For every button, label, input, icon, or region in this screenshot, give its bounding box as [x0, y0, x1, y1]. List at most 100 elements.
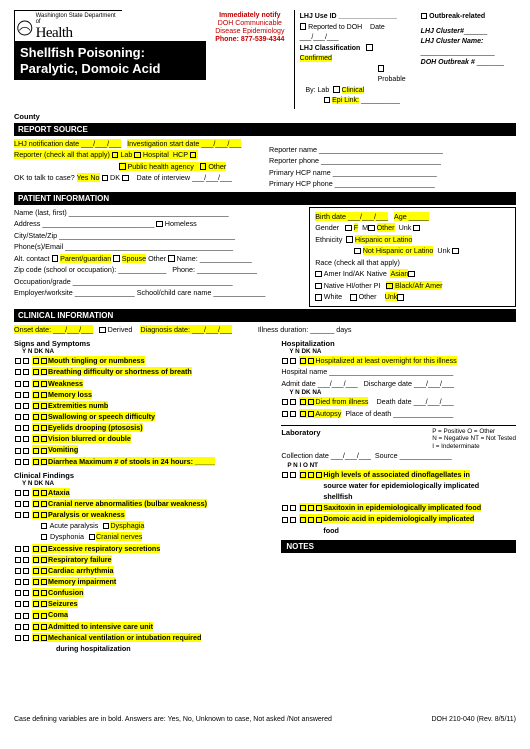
csz-field[interactable]: City/State/Zip _________________________…: [14, 230, 301, 242]
c12[interactable]: Mechanical ventilation or intubation req…: [14, 632, 273, 643]
c8[interactable]: Confusion: [14, 587, 273, 598]
section-patient: PATIENT INFORMATION: [14, 192, 516, 205]
lhj-notif[interactable]: LHJ notification date ___/___/___: [14, 139, 121, 148]
race-r2[interactable]: Native HI/other PI Black/Afr Amer: [315, 280, 510, 292]
logo-title-block: Washington State Department of Health Sh…: [14, 10, 206, 109]
section-clinical: CLINICAL INFORMATION: [14, 309, 516, 322]
race-r3[interactable]: White Other Unk: [315, 291, 510, 303]
pri-hcp-phone[interactable]: Primary HCP phone ______________________…: [269, 178, 516, 190]
clinical-body: Signs and Symptoms Y N DK NA Mouth tingl…: [14, 335, 516, 654]
hdates[interactable]: Admit date ___/___/___ Discharge date __…: [281, 378, 516, 390]
epi-link-row: Epi Link: __________: [300, 96, 406, 107]
lhj-class-row: LHJ Classification Confirmed: [300, 44, 406, 65]
hosp-yn: Y N DK NA: [289, 348, 516, 355]
title-line2: Paralytic, Domoic Acid: [20, 61, 200, 77]
outbreak-box: Outbreak-related LHJ Cluster#______ LHJ …: [417, 10, 516, 109]
ss-header: Signs and Symptoms: [14, 339, 273, 348]
hname[interactable]: Hospital name __________________________…: [281, 366, 516, 378]
name-field[interactable]: Name (last, first) _____________________…: [14, 207, 301, 219]
eth-row2[interactable]: Not Hispanic or Latino Unk: [315, 245, 510, 257]
reporter-check: Reporter (check all that apply) Lab Hosp…: [14, 149, 261, 161]
by-row: By: Lab Clinical: [300, 86, 406, 97]
cf-header: Clinical Findings: [14, 471, 273, 480]
s10[interactable]: Diarrhea Maximum # of stools in 24 hours…: [14, 456, 273, 467]
address-field[interactable]: Address ____________________________ Hom…: [14, 218, 301, 230]
c11[interactable]: Admitted to intensive care unit: [14, 621, 273, 632]
c9[interactable]: Seizures: [14, 598, 273, 609]
c10[interactable]: Coma: [14, 609, 273, 620]
footer-right: DOH 210-040 (Rev. 8/5/11): [431, 716, 516, 723]
onset-row[interactable]: Onset date: ___/___/___ Derived Diagnosi…: [14, 324, 516, 336]
section-report-source: REPORT SOURCE: [14, 123, 516, 136]
lhj-cluster-num: LHJ Cluster#______: [421, 27, 512, 38]
phones-field[interactable]: Phone(s)/Email _________________________…: [14, 241, 301, 253]
notify-l2: DOH Communicable: [214, 20, 286, 28]
hdied[interactable]: Died from illness Death date ___/___/___: [281, 396, 516, 407]
c3[interactable]: Paralysis or weakness: [14, 509, 273, 520]
logo-box: Washington State Department of Health: [14, 10, 122, 42]
reporter-name[interactable]: Reporter name __________________________…: [269, 144, 516, 156]
probable-row: Probable: [300, 65, 406, 86]
lhj-cluster-name: LHJ Cluster Name:: [421, 37, 512, 48]
l3b: food: [281, 525, 516, 536]
header-row: Washington State Department of Health Sh…: [14, 10, 516, 109]
notify-box: Immediately notify DOH Communicable Dise…: [212, 10, 288, 109]
s7[interactable]: Eyelids drooping (ptososis): [14, 422, 273, 433]
s6[interactable]: Swallowing or speech difficulty: [14, 411, 273, 422]
lab-key: P = Positive O = Other N = Negative NT =…: [432, 428, 516, 451]
c6[interactable]: Cardiac arrhythmia: [14, 565, 273, 576]
invest-start[interactable]: Investigation start date ___/___/___: [127, 139, 241, 148]
s1[interactable]: Mouth tingling or numbness: [14, 355, 273, 366]
outbreak-related: Outbreak-related: [421, 12, 512, 23]
form-page: Washington State Department of Health Sh…: [0, 0, 530, 733]
reporter-phone[interactable]: Reporter phone _________________________…: [269, 155, 516, 167]
c1[interactable]: Ataxia: [14, 487, 273, 498]
ok-talk: OK to talk to case? Yes No DK Date of in…: [14, 172, 261, 184]
reporter-check2: Public health agency Other: [14, 161, 261, 173]
race-r1[interactable]: Amer Ind/AK Native Asian: [315, 268, 510, 280]
demographics-box: Birth date ___/___/___ Age _____ Gender …: [309, 207, 516, 307]
l1c: shellfish: [281, 491, 516, 502]
race-header: Race (check all that apply): [315, 257, 510, 269]
doh-outbreak: DOH Outbreak # _______: [421, 58, 512, 69]
notes-header: NOTES: [281, 540, 516, 553]
hautopsy[interactable]: Autopsy Place of death _______________: [281, 408, 516, 419]
pri-hcp-name[interactable]: Primary HCP name _______________________…: [269, 167, 516, 179]
eth-row[interactable]: Ethnicity Hispanic or Latino: [315, 234, 510, 246]
l2[interactable]: Saxitoxin in epidemiologically implicate…: [281, 502, 516, 513]
reported-doh-row: Reported to DOH Date ___/___/___: [300, 23, 406, 44]
s9[interactable]: Vomiting: [14, 444, 273, 455]
s4[interactable]: Memory loss: [14, 389, 273, 400]
s3[interactable]: Weakness: [14, 378, 273, 389]
c3sub1[interactable]: Acute paralysis Dysphagia: [40, 520, 273, 531]
c5[interactable]: Respiratory failure: [14, 554, 273, 565]
pniont: P N I O NT: [287, 462, 516, 469]
report-source-body: LHJ notification date ___/___/___ Invest…: [14, 138, 516, 190]
l3[interactable]: Domoic acid in epidemiologically implica…: [281, 513, 516, 524]
s8[interactable]: Vision blurred or double: [14, 433, 273, 444]
yndkna: Y N DK NA: [22, 348, 273, 355]
alt-contact[interactable]: Alt. contact Parent/guardian Spouse Othe…: [14, 253, 301, 265]
l1[interactable]: High levels of associated dinoflagellate…: [281, 469, 516, 480]
lhj-box: LHJ Use ID _______________ Reported to D…: [294, 10, 411, 109]
health-logo-icon: [17, 20, 33, 36]
c12b: during hospitalization: [14, 643, 273, 654]
occupation[interactable]: Occupation/grade _______________________…: [14, 276, 301, 288]
s5[interactable]: Extremities numb: [14, 400, 273, 411]
s2[interactable]: Breathing difficulty or shortness of bre…: [14, 366, 273, 377]
logo-health-word: Health: [36, 25, 120, 42]
coll-source[interactable]: Collection date ___/___/___ Source _____…: [281, 450, 516, 462]
c2[interactable]: Cranial nerve abnormalities (bulbar weak…: [14, 498, 273, 509]
zip-school[interactable]: Zip code (school or occupation): _______…: [14, 264, 301, 276]
lhj-use-id: LHJ Use ID _______________: [300, 12, 406, 23]
notify-phone: Phone: 877-539-4344: [214, 36, 286, 44]
c4[interactable]: Excessive respiratory secretions: [14, 543, 273, 554]
birth-age[interactable]: Birth date ___/___/___ Age _____: [315, 211, 510, 223]
footer: Case defining variables are in bold. Ans…: [14, 716, 516, 723]
h1[interactable]: Hospitalized at least overnight for this…: [281, 355, 516, 366]
gender-row[interactable]: Gender F MOther Unk: [315, 222, 510, 234]
c7[interactable]: Memory impairment: [14, 576, 273, 587]
c3sub2[interactable]: Dysphonia Cranial nerves: [40, 531, 273, 542]
employer[interactable]: Employer/worksite _______________ School…: [14, 287, 301, 299]
l1b: source water for epidemiologically impli…: [281, 480, 516, 491]
